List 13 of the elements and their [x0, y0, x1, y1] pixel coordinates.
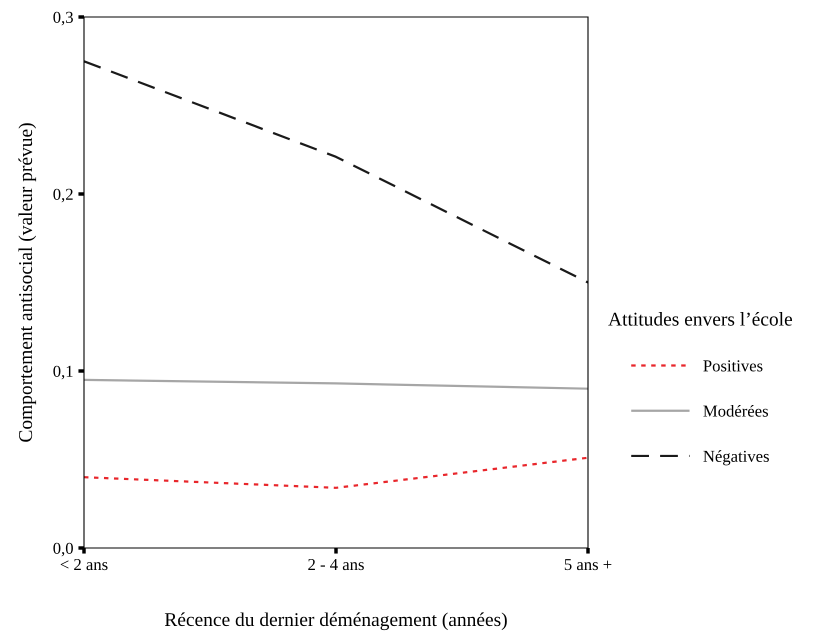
y-axis-title: Comportement antisocial (valeur prévue)	[18, 123, 36, 442]
y-tick-label: 0,2	[53, 188, 73, 202]
y-tick-label: 0,0	[53, 542, 73, 556]
legend-label: Négatives	[703, 450, 769, 466]
x-tick-label: < 2 ans	[60, 558, 108, 570]
x-axis-title: Récence du dernier déménagement (années)	[164, 612, 507, 630]
legend-title: Attitudes envers l’école	[608, 312, 792, 326]
y-tick-label: 0,1	[53, 366, 73, 380]
x-tick-label: 5 ans +	[564, 559, 612, 570]
x-tick-label: 2 - 4 ans	[308, 558, 364, 570]
y-tick-label: 0,3	[53, 12, 73, 26]
legend-label: Positives	[703, 360, 762, 372]
legend-label: Modérées	[703, 404, 768, 417]
